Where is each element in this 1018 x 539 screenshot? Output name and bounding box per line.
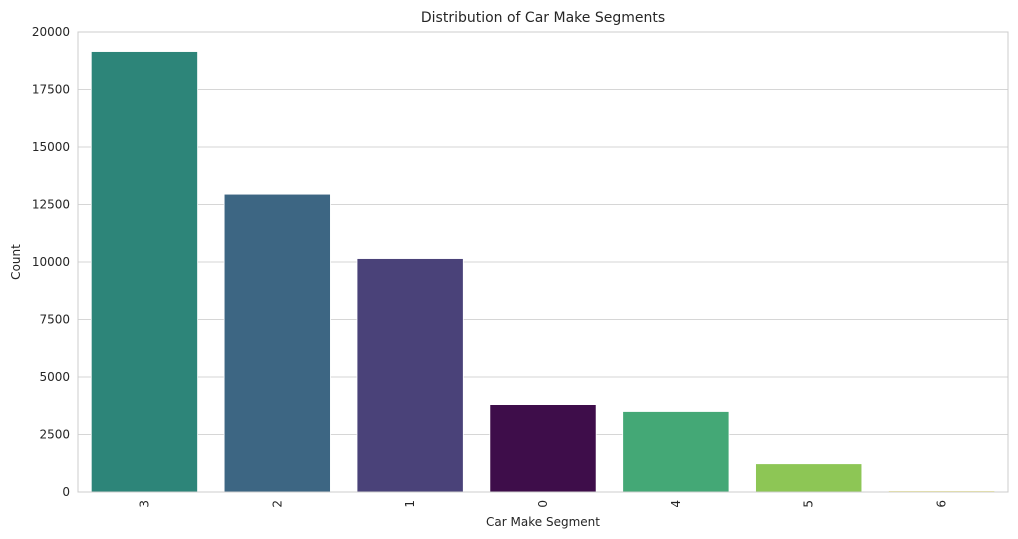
x-tick-label: 0 [536,500,550,508]
x-axis-label: Car Make Segment [486,515,600,529]
plot-frame [77,31,1009,493]
y-tick-label: 20000 [32,25,70,39]
y-tick-label: 10000 [32,255,70,269]
y-tick-label: 15000 [32,140,70,154]
bar-2 [223,193,331,493]
y-tick-labels: 0 2500 5000 7500 10000 12500 15000 17500 20000 [32,25,70,499]
x-tick-label: 3 [137,500,151,508]
bar-1 [356,258,464,493]
bars [90,51,996,493]
y-tick-label: 5000 [39,370,70,384]
chart-title: Distribution of Car Make Segments [421,10,665,26]
x-tick-label: 1 [403,500,417,508]
y-tick-label: 7500 [39,313,70,327]
x-tick-label: 4 [669,500,683,508]
x-tick-label: 2 [270,500,284,508]
bar-5 [755,463,863,493]
y-axis-label: Count [9,244,23,280]
y-tick-label: 17500 [32,83,70,97]
y-tick-label: 2500 [39,428,70,442]
x-tick-labels: 3 2 1 0 4 5 6 [137,500,948,508]
y-tick-label: 0 [62,485,70,499]
bar-3 [90,51,198,493]
y-tick-label: 12500 [32,198,70,212]
x-tick-label: 5 [802,500,816,508]
bar-4 [622,411,730,493]
bar-0 [489,404,597,493]
x-tick-label: 6 [935,500,949,508]
